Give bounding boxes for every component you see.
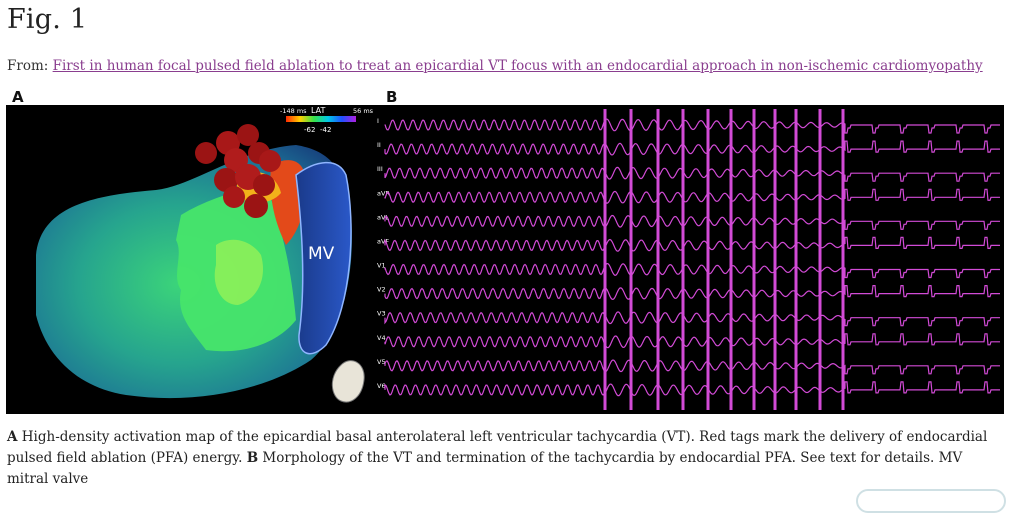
ablation-tags xyxy=(195,124,281,218)
activation-map-graphic: MV -148 ms LAT 56 ms -62 xyxy=(36,106,374,403)
ecg-lead-label: V2 xyxy=(377,286,386,294)
caption-b-label: B xyxy=(246,450,259,466)
ecg-lead-label: III xyxy=(377,165,383,173)
activation-map-panel: MV -148 ms LAT 56 ms -62 xyxy=(6,105,375,414)
colorbar-max-label: 56 ms xyxy=(353,107,374,115)
ecg-lead-label: aVL xyxy=(377,213,389,221)
panel-b-label: B xyxy=(386,88,398,106)
ecg-panel: I II III aVR aVL aVF V1 V2 V3 V4 V5 V6 xyxy=(375,105,1004,414)
ecg-lead-label: I xyxy=(377,117,379,125)
ecg-lead-trace xyxy=(384,285,1000,301)
ecg-lead-trace xyxy=(384,262,1000,279)
figure-image[interactable]: A B xyxy=(6,88,1004,414)
ecg-lead-trace xyxy=(384,140,1000,156)
colorbar-title: LAT xyxy=(311,106,325,115)
ecg-lead-trace xyxy=(384,236,1000,252)
ecg-lead-label: V4 xyxy=(377,334,386,342)
ecg-lead-trace xyxy=(384,311,1000,327)
ecg-lead-trace xyxy=(384,333,1000,349)
ecg-lead-trace xyxy=(384,214,1000,230)
figure-caption: A High-density activation map of the epi… xyxy=(7,427,1007,490)
ecg-lead-trace xyxy=(384,118,1000,134)
colorbar-tick-2: -42 xyxy=(320,126,331,134)
ecg-lead-label: V6 xyxy=(377,382,386,390)
next-button[interactable] xyxy=(856,489,1006,513)
caption-a-text: High-density activation map of the epica… xyxy=(7,429,988,466)
ecg-lead-label: aVR xyxy=(377,189,390,197)
caption-a-label: A xyxy=(7,429,18,445)
ecg-lead-trace xyxy=(384,166,1000,182)
lat-colorbar: -148 ms LAT 56 ms -62 -42 xyxy=(280,106,374,134)
figure-title: Fig. 1 xyxy=(7,4,88,35)
ecg-lead-trace xyxy=(384,359,1000,375)
colorbar-tick-1: -62 xyxy=(304,126,315,134)
source-article-link[interactable]: First in human focal pulsed field ablati… xyxy=(52,58,983,74)
ecg-lead-label: V1 xyxy=(377,262,386,270)
ecg-lead-trace xyxy=(384,188,1000,204)
colorbar-min-label: -148 ms xyxy=(280,107,307,115)
mitral-valve-label: MV xyxy=(308,244,335,264)
ecg-lead-trace xyxy=(384,381,1000,397)
ecg-lead-label: V3 xyxy=(377,310,386,318)
panel-a-label: A xyxy=(12,88,24,106)
orientation-heart-icon xyxy=(331,360,365,403)
caption-b-text: Morphology of the VT and termination of … xyxy=(7,450,963,487)
ecg-lead-label: aVF xyxy=(377,237,389,245)
ecg-lead-label: II xyxy=(377,141,381,149)
ecg-lead-label: V5 xyxy=(377,358,386,366)
from-prefix: From: xyxy=(7,58,49,74)
source-line: From: First in human focal pulsed field … xyxy=(7,58,983,74)
